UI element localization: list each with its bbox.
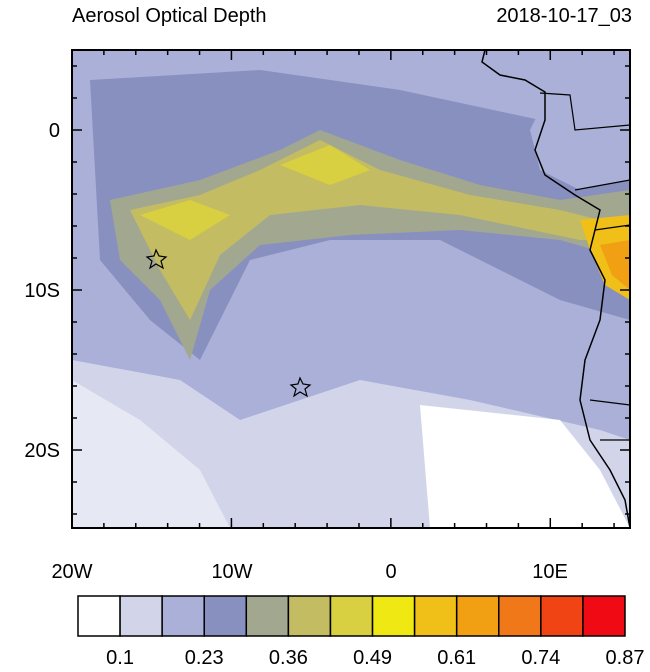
aod-field [72, 50, 630, 528]
colorbar-label: 0.61 [437, 647, 476, 667]
colorbar-swatch [498, 595, 542, 637]
lat-label: 20S [24, 440, 60, 462]
colorbar: 0.1 0.23 0.36 0.49 0.61 0.74 0.87 [77, 595, 645, 669]
map-title: Aerosol Optical Depth [72, 5, 267, 27]
colorbar-swatch [287, 595, 332, 637]
colorbar-swatch [413, 595, 458, 637]
colorbar-label: 0.36 [269, 647, 308, 667]
colorbar-swatch [245, 595, 290, 637]
map-date: 2018-10-17_03 [496, 5, 632, 27]
colorbar-label: 0.23 [185, 647, 224, 667]
colorbar-swatch [371, 595, 416, 637]
lon-label: 10W [211, 561, 252, 583]
colorbar-swatch [329, 595, 374, 637]
colorbar-swatch [540, 595, 584, 637]
colorbar-swatch [119, 595, 163, 637]
colorbar-label: 0.1 [106, 647, 134, 667]
colorbar-label: 0.87 [606, 647, 645, 667]
lat-label: 0 [49, 120, 60, 142]
axis-labels: 0 10S 20S 20W 10W 0 10E [24, 120, 567, 583]
colorbar-swatch [161, 595, 205, 637]
colorbar-swatch [455, 595, 500, 637]
colorbar-label: 0.74 [521, 647, 560, 667]
lon-label: 10E [532, 561, 568, 583]
colorbar-swatch [77, 595, 121, 637]
colorbar-label: 0.49 [353, 647, 392, 667]
colorbar-swatch [203, 595, 248, 637]
lon-label: 20W [51, 561, 92, 583]
lon-label: 0 [385, 561, 396, 583]
lat-label: 10S [24, 280, 60, 302]
ticks [71, 50, 630, 528]
map-frame [71, 49, 631, 529]
colorbar-swatch [582, 595, 626, 637]
